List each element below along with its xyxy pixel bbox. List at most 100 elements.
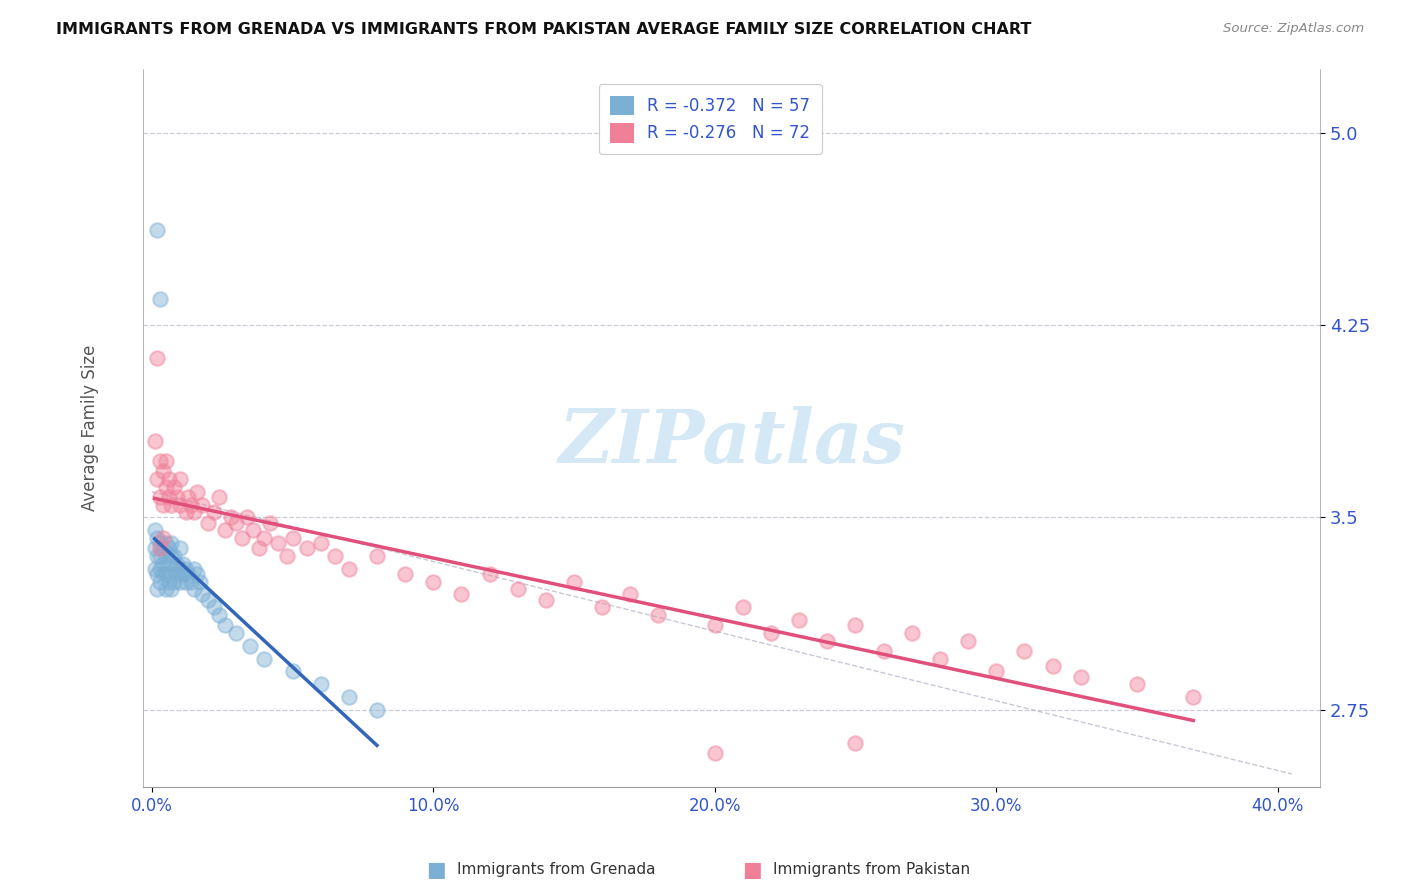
- Text: Source: ZipAtlas.com: Source: ZipAtlas.com: [1223, 22, 1364, 36]
- Point: [149, 549, 172, 563]
- Point: [787, 613, 810, 627]
- Point: [169, 472, 191, 486]
- Point: [143, 524, 166, 538]
- Point: [202, 600, 225, 615]
- Point: [160, 549, 183, 563]
- Point: [208, 607, 231, 622]
- Point: [180, 574, 202, 589]
- Point: [872, 644, 894, 658]
- Point: [197, 592, 219, 607]
- Point: [422, 574, 444, 589]
- Point: [295, 541, 318, 556]
- Point: [155, 549, 177, 563]
- Point: [163, 549, 186, 563]
- Point: [231, 531, 253, 545]
- Point: [166, 557, 188, 571]
- Text: Immigrants from Grenada: Immigrants from Grenada: [457, 863, 655, 877]
- Point: [267, 536, 290, 550]
- Point: [281, 531, 304, 545]
- Point: [160, 566, 183, 581]
- Point: [146, 566, 169, 581]
- Point: [146, 351, 169, 366]
- Point: [208, 490, 231, 504]
- Point: [157, 541, 180, 556]
- Point: [163, 562, 186, 576]
- Point: [183, 505, 205, 519]
- Point: [759, 626, 782, 640]
- Point: [957, 633, 980, 648]
- Point: [1070, 669, 1092, 683]
- Point: [202, 505, 225, 519]
- Point: [259, 516, 281, 530]
- Point: [731, 600, 754, 615]
- Point: [174, 562, 197, 576]
- Point: [703, 618, 725, 632]
- Point: [152, 541, 174, 556]
- Point: [815, 633, 838, 648]
- Point: [155, 582, 177, 597]
- Point: [149, 536, 172, 550]
- Point: [986, 665, 1008, 679]
- Point: [152, 557, 174, 571]
- Point: [152, 566, 174, 581]
- Point: [152, 531, 174, 545]
- Point: [172, 557, 194, 571]
- Point: [149, 454, 172, 468]
- Point: [844, 736, 866, 750]
- Point: [253, 651, 276, 665]
- Point: [157, 557, 180, 571]
- Point: [177, 566, 200, 581]
- Point: [337, 562, 360, 576]
- Text: IMMIGRANTS FROM GRENADA VS IMMIGRANTS FROM PAKISTAN AVERAGE FAMILY SIZE CORRELAT: IMMIGRANTS FROM GRENADA VS IMMIGRANTS FR…: [56, 22, 1032, 37]
- Point: [163, 574, 186, 589]
- Point: [309, 677, 332, 691]
- Point: [172, 566, 194, 581]
- Point: [253, 531, 276, 545]
- Point: [450, 587, 472, 601]
- Point: [152, 498, 174, 512]
- Point: [1126, 677, 1149, 691]
- Text: Immigrants from Pakistan: Immigrants from Pakistan: [773, 863, 970, 877]
- Point: [506, 582, 529, 597]
- Point: [157, 574, 180, 589]
- Point: [323, 549, 346, 563]
- Point: [143, 562, 166, 576]
- Point: [163, 480, 186, 494]
- Point: [149, 541, 172, 556]
- Point: [619, 587, 641, 601]
- Text: ■: ■: [426, 860, 446, 880]
- Point: [160, 582, 183, 597]
- Point: [394, 566, 416, 581]
- Point: [366, 703, 388, 717]
- Point: [366, 549, 388, 563]
- Point: [146, 549, 169, 563]
- Point: [929, 651, 952, 665]
- Point: [188, 574, 211, 589]
- Point: [155, 536, 177, 550]
- Point: [166, 566, 188, 581]
- Point: [169, 498, 191, 512]
- Point: [191, 498, 214, 512]
- Point: [160, 498, 183, 512]
- Point: [174, 574, 197, 589]
- Point: [183, 562, 205, 576]
- Point: [155, 454, 177, 468]
- Point: [174, 505, 197, 519]
- Point: [562, 574, 585, 589]
- Point: [247, 541, 270, 556]
- Point: [149, 562, 172, 576]
- Point: [149, 293, 172, 307]
- Point: [281, 665, 304, 679]
- Point: [177, 490, 200, 504]
- Text: ZIPatlas: ZIPatlas: [558, 406, 905, 478]
- Point: [146, 223, 169, 237]
- Point: [242, 524, 264, 538]
- Point: [534, 592, 557, 607]
- Point: [703, 747, 725, 761]
- Point: [214, 618, 236, 632]
- Point: [166, 490, 188, 504]
- Point: [180, 498, 202, 512]
- Text: Average Family Size: Average Family Size: [82, 344, 100, 511]
- Point: [143, 434, 166, 448]
- Point: [186, 566, 208, 581]
